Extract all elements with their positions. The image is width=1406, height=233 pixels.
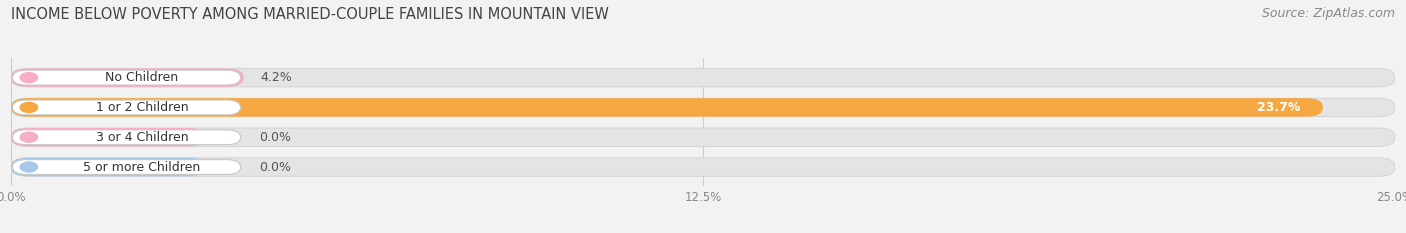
FancyBboxPatch shape xyxy=(11,128,1395,147)
FancyBboxPatch shape xyxy=(11,158,205,176)
Text: INCOME BELOW POVERTY AMONG MARRIED-COUPLE FAMILIES IN MOUNTAIN VIEW: INCOME BELOW POVERTY AMONG MARRIED-COUPL… xyxy=(11,7,609,22)
FancyBboxPatch shape xyxy=(11,68,243,87)
Text: No Children: No Children xyxy=(105,71,179,84)
Ellipse shape xyxy=(20,102,38,113)
Text: 3 or 4 Children: 3 or 4 Children xyxy=(96,131,188,144)
FancyBboxPatch shape xyxy=(13,100,240,115)
FancyBboxPatch shape xyxy=(11,128,205,147)
Ellipse shape xyxy=(20,161,38,173)
Text: 0.0%: 0.0% xyxy=(259,161,291,174)
FancyBboxPatch shape xyxy=(13,160,240,175)
FancyBboxPatch shape xyxy=(11,158,1395,176)
Text: Source: ZipAtlas.com: Source: ZipAtlas.com xyxy=(1261,7,1395,20)
Text: 0.0%: 0.0% xyxy=(259,131,291,144)
Text: 5 or more Children: 5 or more Children xyxy=(83,161,201,174)
FancyBboxPatch shape xyxy=(13,70,240,85)
Ellipse shape xyxy=(20,131,38,143)
FancyBboxPatch shape xyxy=(11,68,1395,87)
Text: 1 or 2 Children: 1 or 2 Children xyxy=(96,101,188,114)
Text: 23.7%: 23.7% xyxy=(1257,101,1301,114)
FancyBboxPatch shape xyxy=(11,98,1395,117)
Text: 4.2%: 4.2% xyxy=(260,71,292,84)
FancyBboxPatch shape xyxy=(11,98,1323,117)
FancyBboxPatch shape xyxy=(13,130,240,145)
Ellipse shape xyxy=(20,72,38,83)
